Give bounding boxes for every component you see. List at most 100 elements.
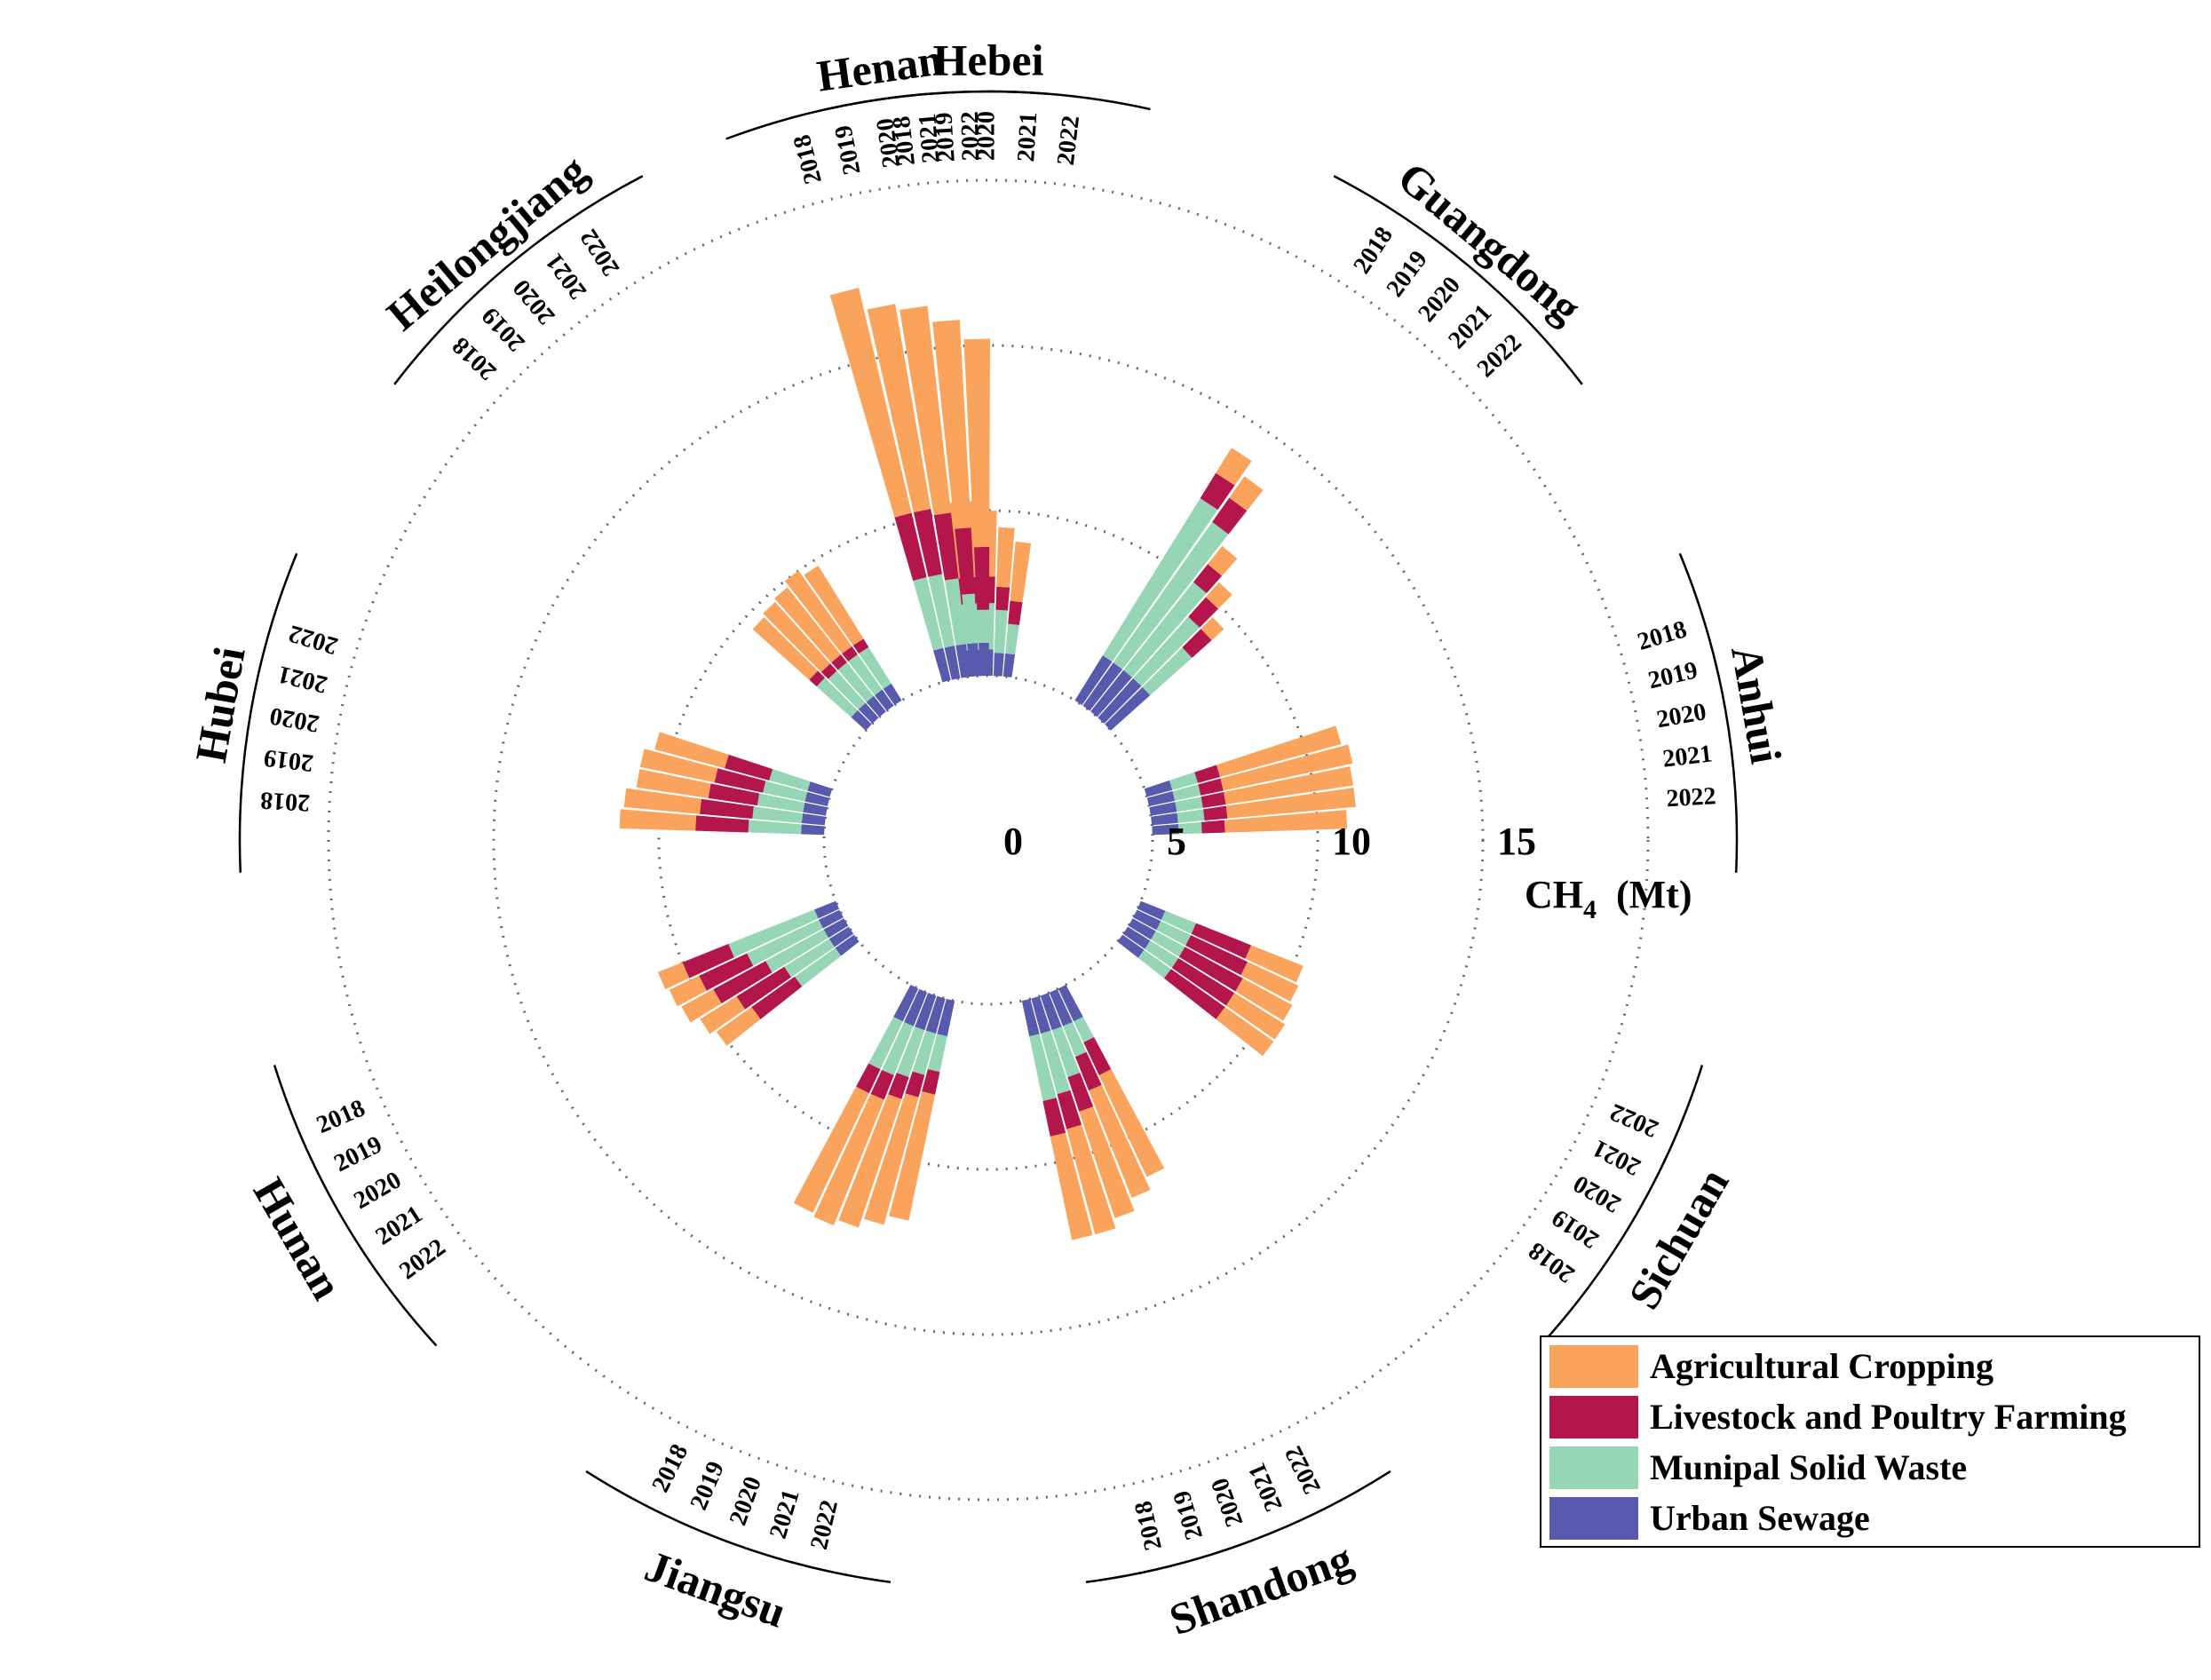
year-label-anhui-2018: 2018 <box>1635 615 1691 656</box>
bar-guangdong-2019-urban-sewage <box>1082 662 1123 711</box>
bar-hunan-2019-agricultural-cropping <box>669 975 707 1007</box>
bar-shandong-2022-urban-sewage <box>1058 985 1083 1022</box>
bar-anhui-2020-munipal-solid-waste <box>1175 796 1203 812</box>
bar-hunan-2019-livestock-and-poultry-farming <box>699 953 754 991</box>
tick-label-5: 5 <box>1167 820 1186 863</box>
bar-heilongjiang-2022-agricultural-cropping <box>804 566 864 646</box>
province-label-hunan: Hunan <box>244 1169 353 1308</box>
year-label-shandong-2019: 2019 <box>1168 1487 1209 1543</box>
bar-henan-2018-urban-sewage <box>933 647 951 683</box>
bar-heilongjiang-2020-agricultural-cropping <box>774 587 841 663</box>
bar-hebei-2022-munipal-solid-waste <box>1005 623 1019 655</box>
bar-shandong-2018-munipal-solid-waste <box>1029 1034 1057 1101</box>
bar-anhui-2018-urban-sewage <box>1144 780 1173 797</box>
year-label-hubei-2022: 2022 <box>286 619 342 660</box>
year-label-hubei-2021: 2021 <box>275 660 330 698</box>
year-label-henan-2021: 2021 <box>914 113 945 164</box>
bar-sichuan-2021-urban-sewage <box>1133 909 1161 931</box>
bar-guangdong-2021-munipal-solid-waste <box>1133 616 1201 686</box>
bar-anhui-2019-agricultural-cropping <box>1220 744 1353 791</box>
bar-sichuan-2022-munipal-solid-waste <box>1161 910 1196 934</box>
bar-hubei-2019-livestock-and-poultry-farming <box>699 798 754 820</box>
bar-guangdong-2021-urban-sewage <box>1098 678 1142 724</box>
bar-henan-2018-munipal-solid-waste <box>913 576 944 651</box>
bar-shandong-2022-munipal-solid-waste <box>1074 1017 1095 1042</box>
bar-hunan-2021-livestock-and-poultry-farming <box>736 966 791 1010</box>
bar-sichuan-2022-livestock-and-poultry-farming <box>1191 923 1252 959</box>
year-label-hebei-2019: 2019 <box>930 112 960 163</box>
bar-shandong-2020-agricultural-cropping <box>1079 1106 1135 1218</box>
year-label-anhui-2022: 2022 <box>1666 782 1717 812</box>
bar-hubei-2021-livestock-and-poultry-farming <box>714 768 766 793</box>
bar-sichuan-2022-urban-sewage <box>1137 900 1166 921</box>
radial-grid <box>327 178 1650 1502</box>
bar-hebei-2021-livestock-and-poultry-farming <box>995 586 1010 611</box>
group-arc-guangdong <box>1333 175 1583 385</box>
bar-hubei-2019-munipal-solid-waste <box>752 806 804 824</box>
bar-jiangsu-2021-livestock-and-poultry-farming <box>905 1071 925 1098</box>
bar-henan-2021-urban-sewage <box>967 643 979 678</box>
bar-heilongjiang-2019-livestock-and-poultry-farming <box>820 663 837 679</box>
bar-sichuan-2018-agricultural-cropping <box>1216 1007 1274 1057</box>
bar-hunan-2018-urban-sewage <box>814 900 840 919</box>
group-arc-heilongjiang <box>393 175 644 385</box>
bar-henan-2021-livestock-and-poultry-farming <box>955 527 975 595</box>
bar-jiangsu-2018-urban-sewage <box>893 985 919 1022</box>
bar-hebei-2021-munipal-solid-waste <box>994 609 1008 654</box>
bar-anhui-2018-munipal-solid-waste <box>1169 772 1198 790</box>
bar-anhui-2022-urban-sewage <box>1152 824 1179 836</box>
bar-anhui-2021-urban-sewage <box>1151 812 1178 826</box>
year-label-henan-2018: 2018 <box>789 131 828 186</box>
province-label-heilongjiang: Heilongjiang <box>377 145 597 340</box>
bar-jiangsu-2020-urban-sewage <box>915 993 937 1031</box>
bar-guangdong-2018-livestock-and-poultry-farming <box>1200 472 1235 511</box>
year-label-hubei-2020: 2020 <box>267 701 321 737</box>
bar-hunan-2021-munipal-solid-waste <box>784 939 835 978</box>
year-label-jiangsu-2019: 2019 <box>685 1457 730 1514</box>
bar-hubei-2018-munipal-solid-waste <box>748 820 802 835</box>
bar-jiangsu-2020-livestock-and-poultry-farming <box>888 1073 909 1099</box>
group-arc-henan <box>725 90 1048 140</box>
bar-guangdong-2022-munipal-solid-waste <box>1142 647 1193 696</box>
bar-sichuan-2019-livestock-and-poultry-farming <box>1171 957 1235 1006</box>
province-label-shandong: Shandong <box>1163 1533 1359 1644</box>
bar-hubei-2020-agricultural-cropping <box>636 769 711 798</box>
bar-hubei-2022-agricultural-cropping <box>654 732 729 769</box>
bar-shandong-2021-urban-sewage <box>1049 988 1073 1026</box>
year-label-henan-2022: 2022 <box>956 111 985 162</box>
bar-shandong-2018-urban-sewage <box>1021 998 1040 1037</box>
bar-guangdong-2018-munipal-solid-waste <box>1102 498 1218 662</box>
year-label-hunan-2019: 2019 <box>329 1130 386 1177</box>
bar-hubei-2019-agricultural-cropping <box>623 788 701 814</box>
bar-hunan-2020-agricultural-cropping <box>681 989 722 1023</box>
year-label-sichuan-2019: 2019 <box>1547 1203 1604 1254</box>
bar-sichuan-2020-agricultural-cropping <box>1235 978 1293 1021</box>
bar-jiangsu-2019-urban-sewage <box>904 988 928 1026</box>
bar-hubei-2018-agricultural-cropping <box>619 809 697 831</box>
bar-shandong-2018-livestock-and-poultry-farming <box>1042 1098 1066 1137</box>
year-label-jiangsu-2020: 2020 <box>725 1473 767 1529</box>
bar-jiangsu-2019-agricultural-cropping <box>813 1094 884 1226</box>
bar-anhui-2018-agricultural-cropping <box>1216 725 1342 778</box>
bar-jiangsu-2020-munipal-solid-waste <box>896 1026 925 1078</box>
legend-label-munipal-solid-waste: Munipal Solid Waste <box>1650 1447 1967 1487</box>
bar-henan-2021-munipal-solid-waste <box>962 593 978 645</box>
year-label-shandong-2021: 2021 <box>1243 1459 1288 1516</box>
legend: Agricultural Cropping Livestock and Poul… <box>1540 1335 2200 1548</box>
bar-heilongjiang-2019-agricultural-cropping <box>763 601 830 672</box>
bar-henan-2022-livestock-and-poultry-farming <box>973 546 990 610</box>
bar-sichuan-2022-agricultural-cropping <box>1245 945 1304 983</box>
legend-label-urban-sewage: Urban Sewage <box>1650 1498 1870 1538</box>
bar-hunan-2022-agricultural-cropping <box>716 1007 761 1046</box>
year-label-sichuan-2022: 2022 <box>1606 1098 1663 1143</box>
bar-guangdong-2021-livestock-and-poultry-farming <box>1188 597 1219 628</box>
bar-shandong-2022-agricultural-cropping <box>1098 1069 1165 1177</box>
bar-hunan-2021-agricultural-cropping <box>700 996 746 1034</box>
grid-circle-10 <box>492 344 1485 1336</box>
year-label-hunan-2020: 2020 <box>349 1166 406 1215</box>
bar-hebei-2021-agricultural-cropping <box>996 527 1015 588</box>
bar-heilongjiang-2021-urban-sewage <box>874 689 894 711</box>
year-label-hebei-2021: 2021 <box>1012 111 1042 162</box>
bar-hunan-2020-munipal-solid-waste <box>765 929 829 973</box>
bar-hebei-2021-urban-sewage <box>993 653 1004 677</box>
